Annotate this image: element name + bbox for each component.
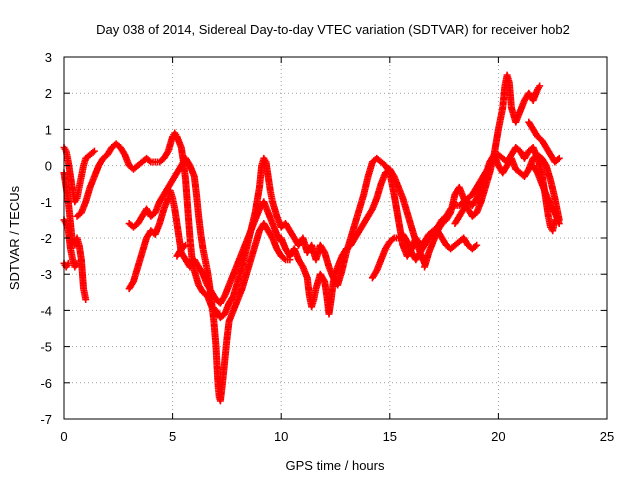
y-axis-label: SDTVAR / TECUs — [7, 185, 22, 290]
data-point — [471, 242, 479, 250]
data-point — [473, 241, 481, 249]
data-point — [536, 82, 544, 90]
series-trace-c — [60, 216, 81, 271]
y-tick-label: -3 — [40, 267, 52, 282]
y-tick-label: -2 — [40, 231, 52, 246]
chart-title: Day 038 of 2014, Sidereal Day-to-day VTE… — [96, 22, 570, 37]
data-point — [73, 259, 81, 267]
x-tick-label: 25 — [600, 429, 614, 444]
x-tick-label: 20 — [491, 429, 505, 444]
series-trace-f — [125, 154, 294, 405]
series-trace-h — [173, 241, 190, 260]
y-tick-label: -6 — [40, 376, 52, 391]
data-point — [389, 235, 397, 243]
y-tick-label: -1 — [40, 195, 52, 210]
series-trace-n — [529, 162, 563, 228]
x-axis-label: GPS time / hours — [286, 458, 385, 473]
y-tick-label: -5 — [40, 340, 52, 355]
data-point — [64, 259, 72, 267]
y-tick-label: -4 — [40, 303, 52, 318]
series-trace-l — [451, 151, 563, 228]
axis-ticks: 0 5 10 15 20 25 -7 -6 -5 -4 -3 -2 -1 0 1 2 3 — [40, 50, 614, 444]
y-tick-label: 1 — [45, 122, 52, 137]
data-point — [82, 296, 90, 304]
data-marks — [60, 71, 563, 405]
series-trace-a — [60, 144, 98, 206]
series-trace-k — [421, 71, 544, 271]
x-tick-label: 5 — [169, 429, 176, 444]
data-point — [555, 154, 563, 162]
x-tick-label: 0 — [60, 429, 67, 444]
data-point — [555, 220, 563, 228]
y-tick-label: 3 — [45, 50, 52, 65]
data-point — [145, 157, 153, 165]
data-point — [180, 242, 188, 250]
y-tick-label: -7 — [40, 412, 52, 427]
data-point — [554, 156, 562, 164]
data-point — [182, 241, 190, 249]
y-tick-label: 2 — [45, 86, 52, 101]
data-point — [280, 255, 288, 263]
x-tick-label: 10 — [274, 429, 288, 444]
x-tick-label: 15 — [383, 429, 397, 444]
y-tick-label: 0 — [45, 159, 52, 174]
series-trace-m — [525, 118, 563, 166]
data-point — [89, 148, 97, 156]
data-point — [90, 147, 98, 155]
series-trace-i — [277, 165, 429, 318]
